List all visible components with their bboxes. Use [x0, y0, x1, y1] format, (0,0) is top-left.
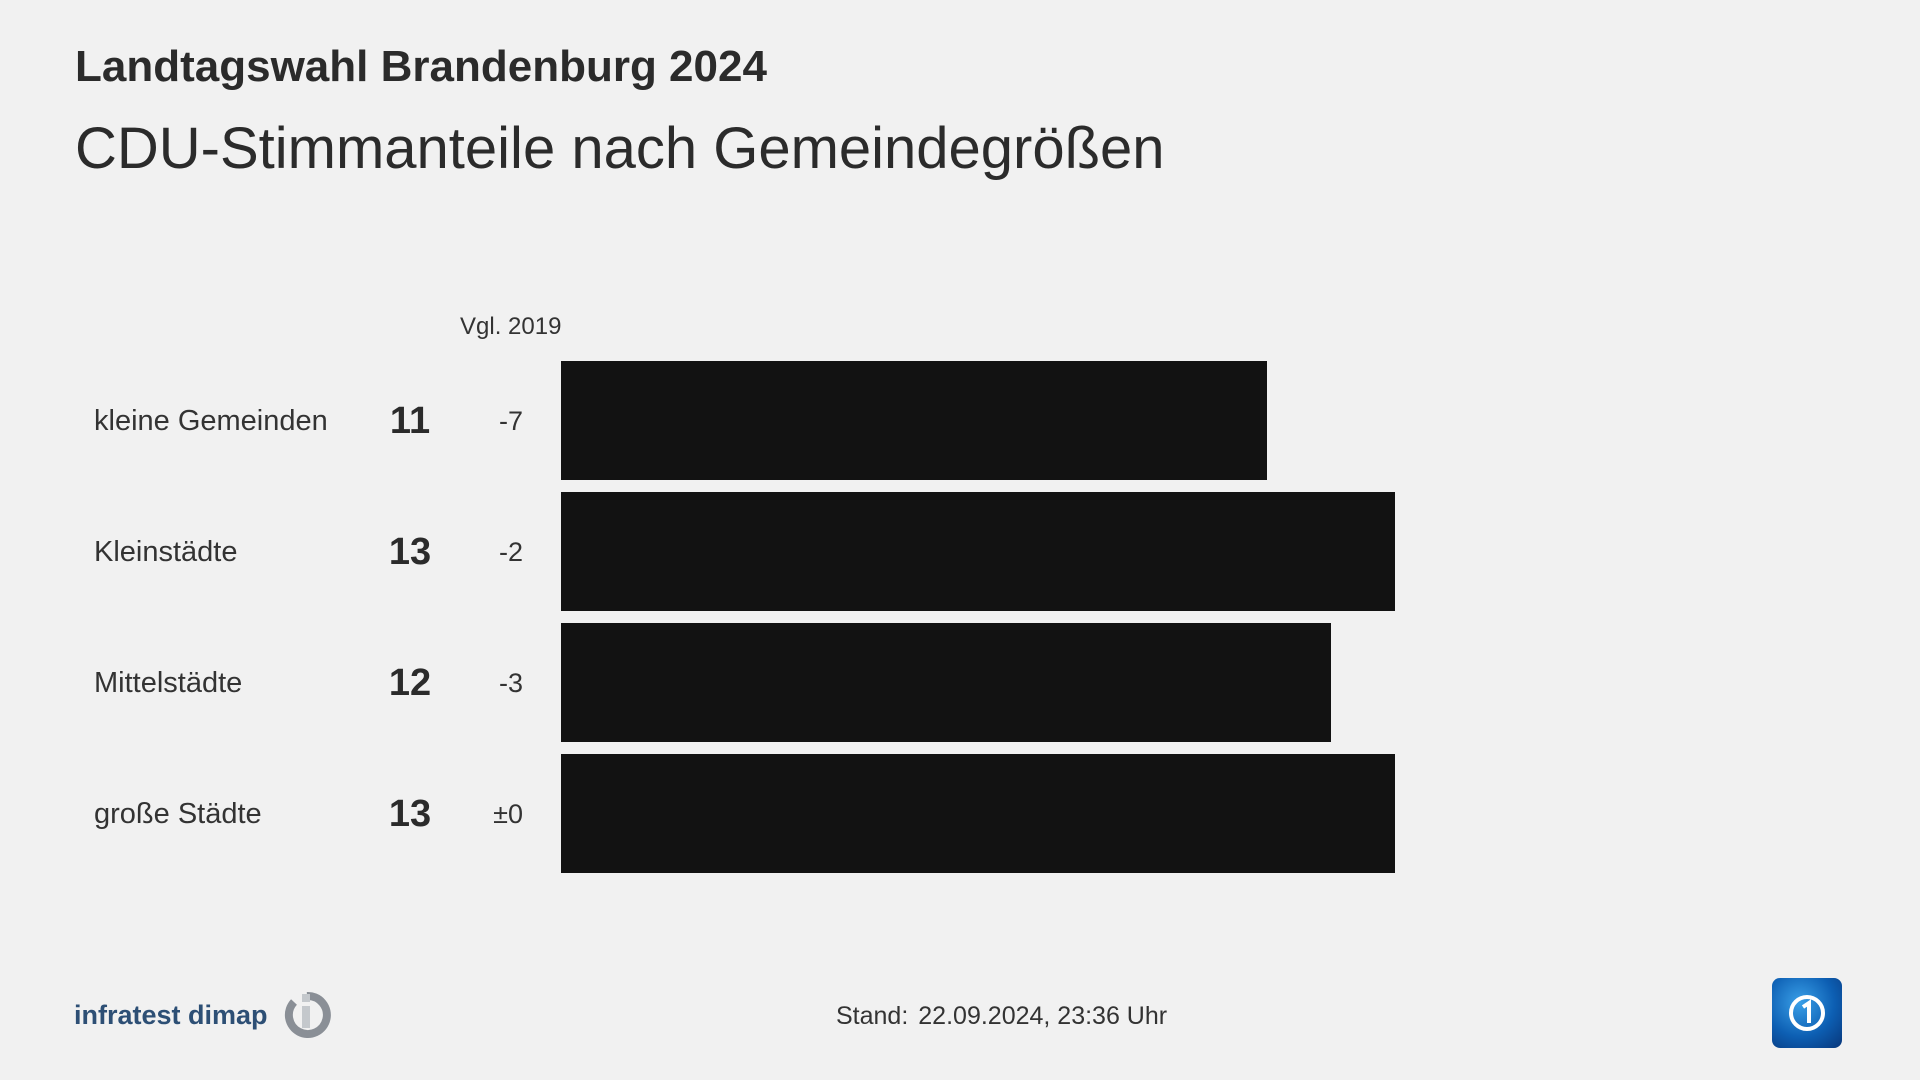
ard-one-icon: [1789, 995, 1825, 1031]
change-label: -2: [498, 537, 523, 567]
change-label: -3: [498, 668, 523, 698]
source-logo-text: infratest dimap: [74, 999, 268, 1030]
chart-subtitle: CDU-Stimmanteile nach Gemeindegrößen: [75, 116, 1165, 181]
bar: [561, 361, 1267, 480]
comparison-header: Vgl. 2019: [460, 313, 562, 340]
category-label: kleine Gemeinden: [94, 405, 328, 437]
infratest-dimap-icon: [284, 991, 331, 1038]
timestamp: Stand: 22.09.2024, 23:36 Uhr: [836, 1002, 1167, 1031]
bar: [561, 754, 1395, 873]
bar: [561, 492, 1395, 611]
stand-value: 22.09.2024, 23:36 Uhr: [918, 1002, 1168, 1030]
value-label: 11: [389, 400, 431, 442]
chart-title: Landtagswahl Brandenburg 2024: [75, 42, 767, 91]
value-label: 13: [388, 793, 432, 835]
value-label: 13: [388, 531, 432, 573]
change-label: ±0: [493, 799, 523, 829]
infratest-dimap-logo: infratest dimap: [74, 990, 332, 1040]
category-label: Kleinstädte: [94, 536, 238, 568]
category-label: Mittelstädte: [94, 667, 243, 699]
stand-label: Stand:: [836, 1002, 909, 1030]
change-label: -7: [498, 406, 523, 436]
bar: [561, 623, 1331, 742]
category-label: große Städte: [94, 798, 262, 830]
ard-logo-icon: [1772, 978, 1842, 1048]
value-label: 12: [388, 662, 432, 704]
